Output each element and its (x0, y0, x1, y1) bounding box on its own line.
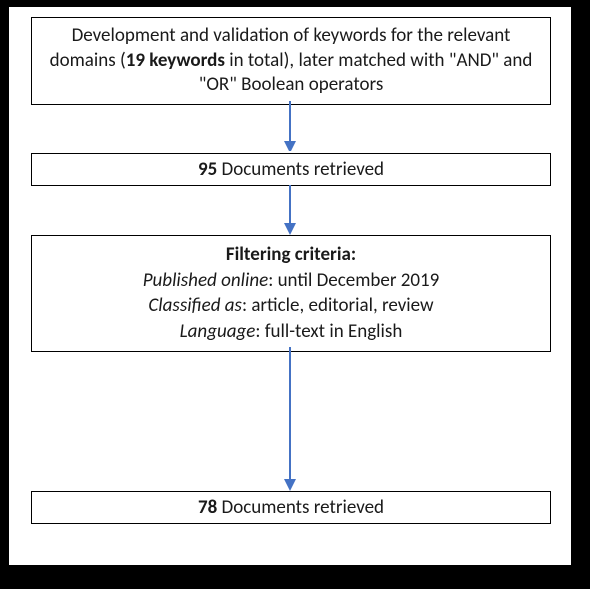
filter-value: : full-text in English (255, 320, 402, 343)
filter-value: : article, editorial, review (242, 294, 434, 317)
filter-title: Filtering criteria: (48, 242, 534, 268)
text: in total), later matched with "AND" and … (199, 49, 533, 97)
filter-label: Published online (143, 269, 268, 292)
filter-line: Published online: until December 2019 (48, 268, 534, 294)
filter-label: Classified as (148, 294, 242, 317)
node-keywords: Development and validation of keywords f… (31, 17, 551, 105)
filter-line: Classified as: article, editorial, revie… (48, 293, 534, 319)
node-retrieved-95: 95 Documents retrieved (31, 153, 551, 186)
node-retrieved-78: 78 Documents retrieved (31, 491, 551, 524)
arrow-down-icon (281, 101, 299, 151)
count: 78 (198, 496, 217, 519)
filter-value: : until December 2019 (268, 269, 439, 292)
flowchart-canvas: Development and validation of keywords f… (7, 5, 573, 567)
filter-label: Language (180, 320, 256, 343)
text-bold: 19 keywords (126, 49, 225, 72)
label: Documents retrieved (217, 496, 384, 519)
arrow-down-icon (281, 185, 299, 235)
filter-line: Language: full-text in English (48, 319, 534, 345)
count: 95 (198, 158, 217, 181)
arrow-down-icon (281, 347, 299, 491)
label: Documents retrieved (217, 158, 384, 181)
node-filtering: Filtering criteria: Published online: un… (31, 235, 551, 352)
